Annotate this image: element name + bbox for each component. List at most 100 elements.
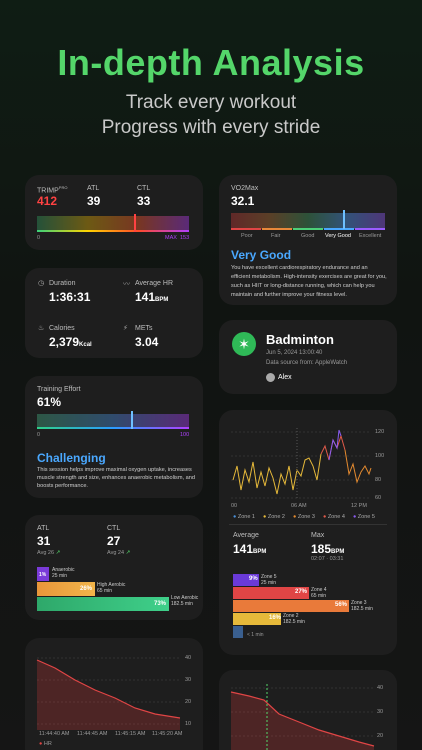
load-atl-label: ATL xyxy=(37,525,50,532)
legend-zone-3-label: Zone 3 xyxy=(297,514,315,520)
anaerobic-text: Anaerobic 25 min xyxy=(52,567,75,579)
mets-label: METs xyxy=(135,325,153,332)
calories-unit: Kcal xyxy=(79,342,92,348)
hr-zone-legend: ● Zone 1 ● Zone 2 ● Zone 3 ● Zone 4 ● Zo… xyxy=(233,514,375,520)
legend-zone-5: ● Zone 5 xyxy=(352,514,375,520)
duration-value: 1:36:31 xyxy=(49,290,91,304)
zone4-bar xyxy=(233,587,309,599)
hr-x-tick-1: 00 xyxy=(231,503,238,509)
effort-label: Training Effort xyxy=(37,386,81,393)
hr-divider xyxy=(229,524,387,525)
hr-zones-chart: 9% Zone 5 25 min 27% Zone 4 65 min 56% Zon… xyxy=(233,574,383,650)
zone5-time: 25 min xyxy=(261,580,277,586)
user-name: Alex xyxy=(278,374,292,381)
zone4-label: Zone 4 xyxy=(311,587,327,593)
trend-up-icon: ↗ xyxy=(55,550,61,556)
page-title: In-depth Analysis xyxy=(57,42,365,83)
anaerobic-bar xyxy=(37,567,49,581)
hr-y-tick-4: 60 xyxy=(375,495,382,501)
hr-unit: BPM xyxy=(155,297,169,303)
trend-up-icon-2: ↗ xyxy=(125,550,131,556)
zone3-text: Zone 3 182.5 min xyxy=(351,600,373,612)
training-load-card[interactable]: ATL 31 Avg 26 ↗ CTL 27 Avg 24 ↗ 1% Anaer… xyxy=(25,515,203,620)
high-aerobic-pct: 26% xyxy=(80,586,93,592)
zone2-time: 182.5 min xyxy=(283,619,305,625)
hr-max-value: 185 xyxy=(311,542,332,556)
legend-zone-3: ● Zone 3 xyxy=(292,514,315,520)
trend-y-tick-1: 40 xyxy=(185,655,192,661)
training-effort-card[interactable]: Training Effort 61% 0 100 Challenging Th… xyxy=(25,376,203,498)
ctl-value: 33 xyxy=(137,194,151,208)
vo2-seg-4 xyxy=(324,228,354,230)
mets-value: 3.04 xyxy=(135,335,159,349)
vo2max-label: VO2Max xyxy=(231,185,259,192)
trimp-label: TRIMP xyxy=(37,187,59,195)
trimp-sup: PRO xyxy=(58,185,68,190)
trend-x-tick-2: 11:44:45 AM xyxy=(77,731,108,737)
vo2-seg-3 xyxy=(293,228,323,230)
vo2-seg-label-2: Fair xyxy=(271,233,281,239)
hr-average-unit: BPM xyxy=(253,549,267,555)
calories-value: 2,379 xyxy=(49,335,80,349)
effort-value: 61% xyxy=(37,395,62,409)
high-aerobic-label: High Aerobic xyxy=(97,582,126,588)
trend-y-tick-4: 10 xyxy=(185,721,192,727)
user-avatar xyxy=(266,373,275,382)
low-aerobic-text: Low Aerobic 182.5 min xyxy=(171,595,198,607)
calories-value-wrap: 2,379Kcal xyxy=(49,335,92,349)
trend-x-tick-4: 11:45:20 AM xyxy=(152,731,183,737)
legend-zone-4-label: Zone 4 xyxy=(327,514,345,520)
trend-x-tick-3: 11:45:15 AM xyxy=(115,731,146,737)
legend-zone-5-label: Zone 5 xyxy=(357,514,375,520)
hr-average-wrap: 141BPM xyxy=(233,542,266,556)
vo2-seg-label-1: Poor xyxy=(241,233,253,239)
effort-description: This session helps improve maximal oxyge… xyxy=(37,467,195,489)
vo2max-rating: Very Good xyxy=(231,248,292,262)
activity-source: Data source from: AppleWatch xyxy=(266,360,348,366)
zone4-text: Zone 4 65 min xyxy=(311,587,327,599)
zone1-time: < 1 min xyxy=(247,632,264,638)
heart-rate-card[interactable]: 120 100 80 60 00 06 AM 12 PM ● Zone 1 ● … xyxy=(219,410,397,655)
effort-scale-min: 0 xyxy=(37,432,41,438)
hr-label: Average HR xyxy=(135,280,174,287)
load-ctl-avg: Avg 24 xyxy=(107,550,125,556)
anaerobic-label: Anaerobic xyxy=(52,567,75,573)
hr-trend-chart xyxy=(36,657,181,730)
zone2-bar xyxy=(233,613,281,625)
zone2-pct: 16% xyxy=(269,615,282,621)
hr-value: 141 xyxy=(135,290,156,304)
vo2max-card[interactable]: VO2Max 32.1 Poor Fair Good Very Good Exc… xyxy=(219,175,397,305)
hr-max-time: 02:07 · 03:31 xyxy=(311,556,344,562)
activity-title: Badminton xyxy=(266,332,334,347)
stats-card[interactable]: ◷ Duration 1:36:31 〰 Average HR 141BPM ♨… xyxy=(25,268,203,358)
hr-x-tick-2: 06 AM xyxy=(291,503,307,509)
hero-subtitle-1: Track every workout xyxy=(125,92,297,113)
trimp-scale-max: MAX xyxy=(165,235,177,241)
zone5-text: Zone 5 25 min xyxy=(261,574,277,586)
trimp-scale-line xyxy=(37,230,189,232)
legend-zone-1: ● Zone 1 xyxy=(233,514,255,520)
high-aerobic-bar xyxy=(37,582,95,596)
hr-average-label: Average xyxy=(233,532,259,539)
legend-zone-1-label: Zone 1 xyxy=(237,514,255,520)
hr-max-label: Max xyxy=(311,532,325,539)
high-aerobic-text: High Aerobic 65 min xyxy=(97,582,125,594)
activity-card[interactable]: ✶ Badminton Jun 5, 2024 13:00:40 Data so… xyxy=(219,320,397,394)
vo2-seg-label-4: Very Good xyxy=(325,233,351,239)
hr-trend-card-2[interactable]: 40 30 20 xyxy=(219,670,397,750)
hr-trend-card[interactable]: 40 30 20 10 11:44:40 AM 11:44:45 AM 11:4… xyxy=(25,638,203,750)
load-ctl-label: CTL xyxy=(107,525,121,532)
zone4-pct: 27% xyxy=(295,589,308,595)
hr-y-tick-3: 80 xyxy=(375,477,382,483)
badminton-icon: ✶ xyxy=(232,332,256,356)
effort-scale-max: 100 xyxy=(180,432,190,438)
trimp-card[interactable]: TRIMPPRO 412 ATL 39 CTL 33 0 MAX 153 xyxy=(25,175,203,250)
load-atl-value: 31 xyxy=(37,534,51,548)
load-ctl-value: 27 xyxy=(107,534,121,548)
trimp-scale-min: 0 xyxy=(37,235,41,241)
low-aerobic-bar xyxy=(37,597,169,611)
high-aerobic-time: 65 min xyxy=(97,588,113,594)
trend2-y-tick-1: 40 xyxy=(377,685,384,691)
zone5-bar xyxy=(233,574,259,586)
hr-max-unit: BPM xyxy=(331,549,345,555)
